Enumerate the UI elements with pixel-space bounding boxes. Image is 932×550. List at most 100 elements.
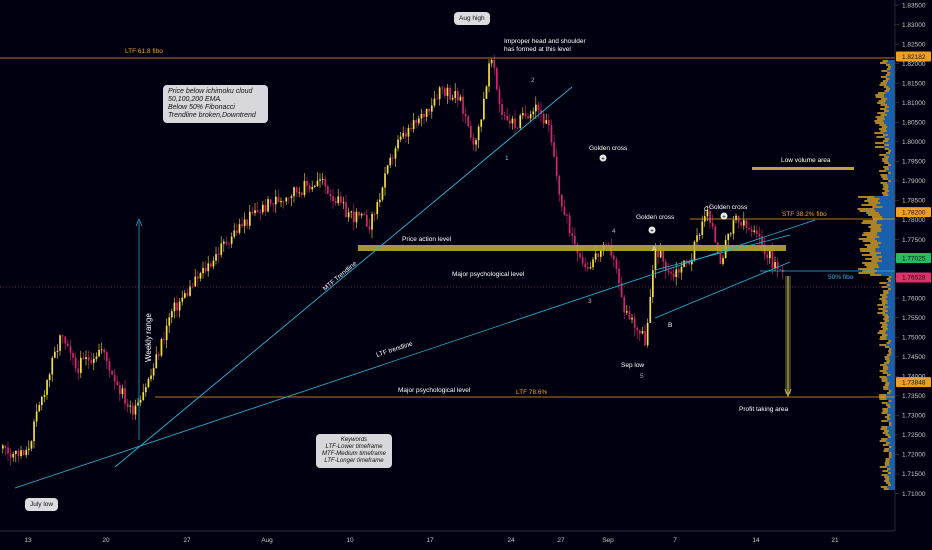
volume-profile-bar <box>888 348 892 350</box>
volume-profile-bar <box>879 294 887 296</box>
volume-profile-bar <box>878 128 887 130</box>
candle-body <box>371 213 373 230</box>
volume-profile-bar <box>885 102 895 104</box>
volume-profile-bar <box>887 380 895 382</box>
candle-body <box>405 133 407 137</box>
volume-profile-bar <box>883 194 889 196</box>
july-low-bubble: July low <box>25 498 59 511</box>
volume-profile-bar <box>875 96 885 98</box>
candle-body <box>654 250 657 271</box>
candle-body <box>568 215 571 234</box>
candle-body <box>722 258 724 265</box>
candle-body <box>623 297 626 313</box>
volume-profile-bar <box>882 160 888 162</box>
candle-body <box>264 204 267 212</box>
volume-profile-bar <box>880 202 895 204</box>
candle-body <box>87 357 90 361</box>
volume-profile-bar <box>888 290 895 292</box>
volume-profile-bar <box>871 256 883 258</box>
volume-profile-bar <box>866 246 880 248</box>
volume-profile-bar <box>890 482 895 484</box>
volume-profile-bar <box>882 80 889 82</box>
volume-profile-bar <box>876 136 885 138</box>
volume-profile-bar <box>870 274 882 276</box>
volume-profile-bar <box>887 428 895 430</box>
wave-label-b: B <box>668 322 672 329</box>
volume-profile-bar <box>889 144 895 146</box>
volume-profile-bar <box>887 160 895 162</box>
candle-body <box>85 357 87 359</box>
candles <box>2 54 784 466</box>
volume-profile-bar <box>888 110 895 112</box>
volume-profile-bar <box>889 384 895 386</box>
volume-profile-bar <box>879 298 887 300</box>
candle-body <box>529 114 532 119</box>
volume-profile-bar <box>891 422 895 424</box>
volume-profile-bar <box>882 310 889 312</box>
candle-body <box>698 235 701 236</box>
volume-profile-bar <box>880 326 888 328</box>
candle-body <box>20 450 22 456</box>
candle-body <box>298 192 301 194</box>
volume-profile-bar <box>888 276 892 278</box>
volume-profile-bar <box>872 206 883 208</box>
volume-profile-bar <box>881 126 888 128</box>
volume-profile-bar <box>883 166 889 168</box>
volume-profile-bar <box>888 188 895 190</box>
volume-profile-bar <box>889 448 895 450</box>
volume-profile-bar <box>887 76 895 78</box>
volume-profile-bar <box>889 358 895 360</box>
volume-profile-bar <box>889 320 895 322</box>
price-badge <box>896 51 931 62</box>
candle-body <box>119 385 121 394</box>
price-tick-label: 1.83500 <box>902 2 926 9</box>
candle-body <box>423 113 425 117</box>
candle-body <box>251 211 254 214</box>
candle-body <box>761 236 763 246</box>
volume-profile-bar <box>891 446 895 448</box>
candle-body <box>181 297 184 302</box>
candle-body <box>311 186 314 190</box>
volume-profile-bar <box>887 412 895 414</box>
volume-profile-bar <box>883 292 889 294</box>
volume-profile-bar <box>881 426 888 428</box>
volume-profile-bar <box>882 324 888 326</box>
analysis-note-line: Price below ichimoku cloud <box>168 88 253 95</box>
candle-body <box>321 179 324 180</box>
volume-profile-bar <box>889 138 895 140</box>
volume-profile-bar <box>883 450 889 452</box>
candle-body <box>295 187 298 193</box>
time-axis[interactable]: 13 20 27 Aug 10 17 24 27 Sep 7 14 21 <box>24 537 839 544</box>
candle-body <box>355 211 358 223</box>
candle-body <box>537 104 540 111</box>
candle-body <box>51 357 54 375</box>
price-badge <box>896 207 931 218</box>
candle-body <box>589 267 592 269</box>
volume-profile-bar <box>889 346 895 348</box>
volume-profile-bar <box>886 68 891 70</box>
volume-profile-bar <box>875 116 885 118</box>
volume-profile-bar <box>891 276 895 278</box>
volume-profile-bar <box>866 236 880 238</box>
volume-profile-bar <box>884 138 890 140</box>
price-tick-label: 1.79000 <box>902 178 926 185</box>
candle-body <box>74 357 77 369</box>
candle-body <box>28 448 30 450</box>
price-action-band <box>358 245 786 251</box>
volume-profile-bar <box>883 120 895 122</box>
volume-profile-bar <box>880 82 888 84</box>
candle-body <box>43 394 46 397</box>
candle-body <box>550 124 553 143</box>
volume-profile-bar <box>887 484 892 486</box>
candle-body <box>17 450 20 456</box>
volume-profile-bar <box>887 302 895 304</box>
volume-profile-bar <box>890 342 895 344</box>
volume-profile-bar <box>870 224 882 226</box>
volume-profile-bar <box>886 284 891 286</box>
candle-body <box>483 98 485 120</box>
volume-profile-bar <box>888 410 895 412</box>
volume-profile-bar <box>885 404 890 406</box>
candle-body <box>207 263 210 272</box>
